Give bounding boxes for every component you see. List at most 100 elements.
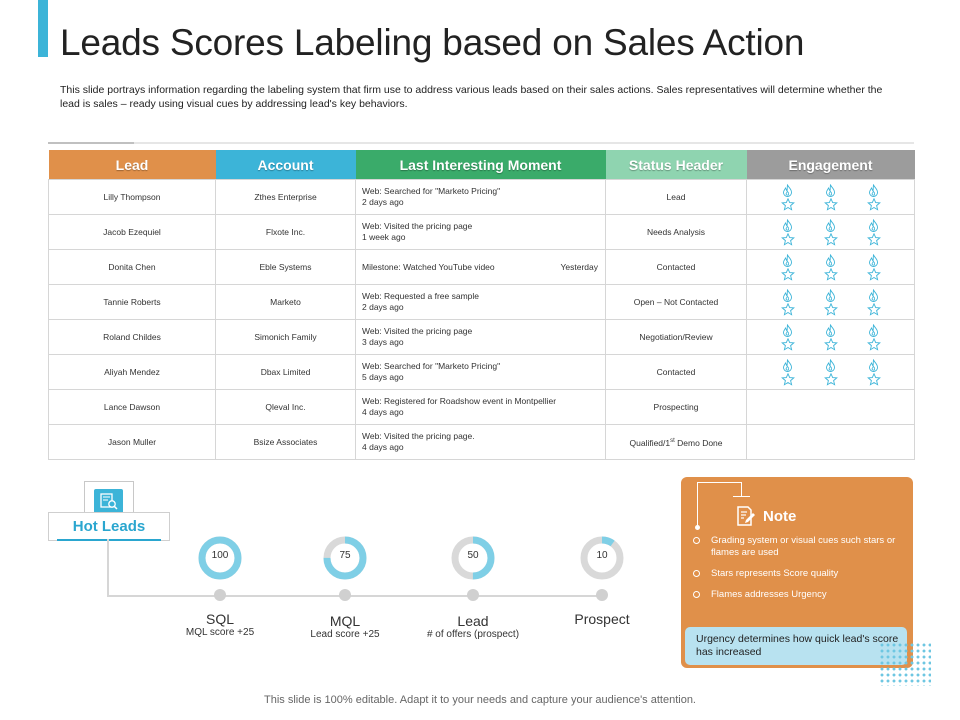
bullet-icon <box>693 570 700 577</box>
engagement-cell <box>746 284 915 320</box>
note-bracket-dot <box>695 525 700 530</box>
moment-time: 4 days ago <box>362 442 404 452</box>
table-row: Lance Dawson Qleval Inc. Web: Registered f… <box>48 389 915 425</box>
note-title: Note <box>763 508 797 525</box>
flame-icon <box>783 253 792 267</box>
score-value: 10 <box>596 550 608 561</box>
flame-icon <box>826 323 835 337</box>
flow-connector-vertical <box>107 539 109 597</box>
engagement-indicators <box>752 218 909 246</box>
hot-leads-label: Hot Leads <box>72 518 146 535</box>
moment-line: Web: Searched for "Marketo Pricing" <box>362 361 600 372</box>
moment-text: Web: Requested a free sample <box>362 291 480 301</box>
flow-connector-horizontal <box>107 595 607 597</box>
table-row: Donita Chen Eble Systems Milestone: Watche… <box>48 249 915 285</box>
status-cell: Lead <box>605 179 747 215</box>
moment-time: 2 days ago <box>362 197 404 207</box>
stage-name: Lead <box>457 613 489 629</box>
moment-time: 5 days ago <box>362 372 404 382</box>
star-icon <box>823 232 838 246</box>
flame-icon <box>826 218 835 232</box>
star-icon <box>823 197 838 211</box>
star-icon <box>780 337 795 351</box>
table-row: Jason Muller Bsize Associates Web: Visited… <box>48 424 915 460</box>
status-cell: Contacted <box>605 249 747 285</box>
moment-line: Web: Visited the pricing page <box>362 326 600 337</box>
moment-cell: Web: Visited the pricing page. 4 days ago <box>355 424 606 460</box>
decorative-dot-grid <box>879 642 931 686</box>
moment-cell: Web: Visited the pricing page 1 week ago <box>355 214 606 250</box>
lead-name-cell: Lance Dawson <box>48 389 216 425</box>
header-lead: Lead <box>48 150 216 180</box>
table-row: Aliyah Mendez Dbax Limited Web: Searched f… <box>48 354 915 390</box>
stage-marker <box>339 589 351 601</box>
score-donut: 10 <box>580 536 624 585</box>
table-row: Roland Childes Simonich Family Web: Visite… <box>48 319 915 355</box>
flame-icon <box>783 218 792 232</box>
flame-icon <box>783 358 792 372</box>
score-value: 50 <box>467 550 479 561</box>
account-cell: Simonich Family <box>215 319 356 355</box>
engagement-indicators <box>752 288 909 316</box>
star-icon <box>823 302 838 316</box>
stage-marker <box>467 589 479 601</box>
flame-star-rating <box>866 218 881 246</box>
moment-time: 3 days ago <box>362 337 404 347</box>
stage-label: Prospect <box>542 611 662 627</box>
engagement-indicators <box>752 358 909 386</box>
account-cell: Flxote Inc. <box>215 214 356 250</box>
flame-icon <box>826 358 835 372</box>
flame-icon <box>783 323 792 337</box>
lead-name-cell: Aliyah Mendez <box>48 354 216 390</box>
note-bracket-foot <box>733 496 750 497</box>
engagement-indicators <box>752 183 909 211</box>
hot-leads-box: Hot Leads <box>48 512 170 541</box>
header-status: Status Header <box>605 150 747 180</box>
star-icon <box>866 372 881 386</box>
star-icon <box>780 197 795 211</box>
star-icon <box>823 267 838 281</box>
urgency-callout: Urgency determines how quick lead's scor… <box>685 627 907 665</box>
flame-icon <box>826 253 835 267</box>
moment-line: Web: Registered for Roadshow event in Mo… <box>362 396 600 407</box>
flame-icon <box>826 288 835 302</box>
urgency-text: Urgency determines how quick lead's scor… <box>696 633 899 658</box>
star-icon <box>866 337 881 351</box>
flame-star-rating <box>780 323 795 351</box>
flame-star-rating <box>866 253 881 281</box>
score-donut: 50 <box>451 536 495 585</box>
flame-icon <box>783 183 792 197</box>
engagement-indicators <box>752 323 909 351</box>
engagement-cell <box>746 424 915 460</box>
note-item: Stars represents Score quality <box>693 568 903 580</box>
moment-time-right: Yesterday <box>560 261 599 272</box>
star-icon <box>866 302 881 316</box>
slide-title: Leads Scores Labeling based on Sales Act… <box>60 22 805 63</box>
flame-icon <box>869 358 878 372</box>
moment-text: Web: Searched for "Marketo Pricing" <box>362 186 501 196</box>
flame-icon <box>869 323 878 337</box>
star-icon <box>780 267 795 281</box>
stage-description: Lead score +25 <box>310 629 380 640</box>
account-cell: Bsize Associates <box>215 424 356 460</box>
slide-description: This slide portrays information regardin… <box>60 84 883 110</box>
lead-name-cell: Roland Childes <box>48 319 216 355</box>
moment-cell: Web: Visited the pricing page 3 days ago <box>355 319 606 355</box>
flame-icon <box>869 253 878 267</box>
moment-line: Web: Visited the pricing page <box>362 221 600 232</box>
flame-star-rating <box>823 288 838 316</box>
status-cell: Contacted <box>605 354 747 390</box>
flame-star-rating <box>780 288 795 316</box>
flame-icon <box>783 288 792 302</box>
star-icon <box>780 302 795 316</box>
flame-icon <box>869 288 878 302</box>
status-cell: Negotiation/Review <box>605 319 747 355</box>
table-row: Lilly Thompson Zthes Enterprise Web: Searc… <box>48 179 915 215</box>
slide-footer: This slide is 100% editable. Adapt it to… <box>264 694 696 706</box>
star-icon <box>866 197 881 211</box>
star-icon <box>823 337 838 351</box>
score-donut: 100 <box>198 536 242 585</box>
stage-name: Prospect <box>574 611 630 627</box>
flame-star-rating <box>866 288 881 316</box>
bullet-icon <box>693 591 700 598</box>
